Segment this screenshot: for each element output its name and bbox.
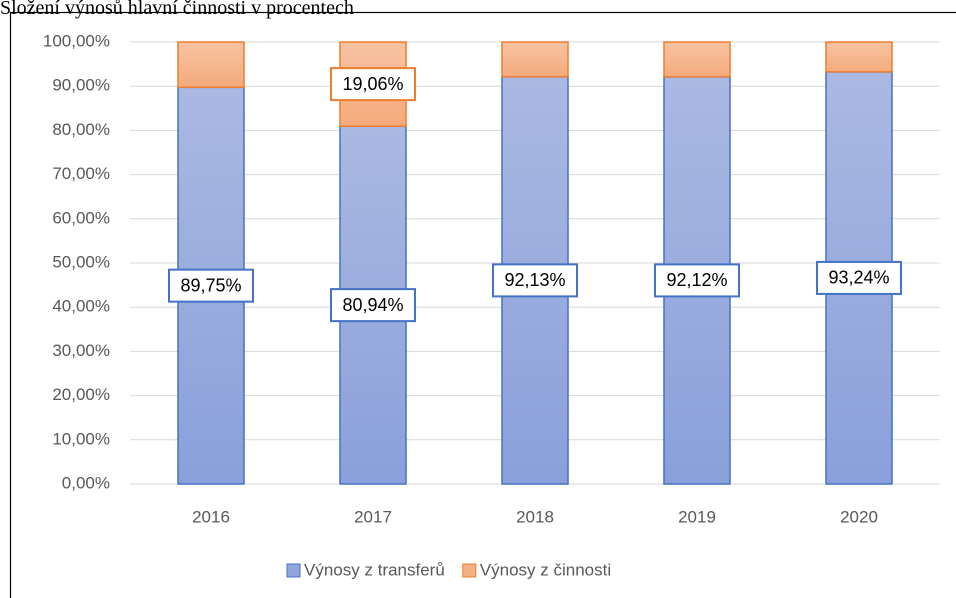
- data-label: 19,06%: [342, 74, 403, 94]
- y-tick-label: 20,00%: [52, 385, 110, 404]
- legend-swatch: [462, 563, 477, 578]
- x-tick-label: 2018: [516, 507, 554, 526]
- y-tick-label: 50,00%: [52, 252, 110, 271]
- label-box: [654, 263, 740, 298]
- bar-segment: [825, 41, 893, 73]
- y-tick-label: 30,00%: [52, 341, 110, 360]
- label-box: [330, 288, 416, 323]
- label-box: [330, 67, 416, 102]
- x-tick-label: 2017: [354, 507, 392, 526]
- y-tick-label: 60,00%: [52, 208, 110, 227]
- label-box: [492, 263, 578, 298]
- chart-title: Složení výnosů hlavní činnosti v procent…: [0, 0, 354, 19]
- legend-label: Výnosy z transferů: [304, 560, 445, 579]
- data-label: 93,24%: [828, 268, 889, 288]
- data-label: 80,94%: [342, 295, 403, 315]
- data-label: 92,12%: [666, 270, 727, 290]
- y-tick-label: 10,00%: [52, 429, 110, 448]
- data-label: 89,75%: [180, 275, 241, 295]
- y-tick-label: 40,00%: [52, 297, 110, 316]
- bar-segment: [177, 41, 245, 89]
- data-label: 92,13%: [504, 270, 565, 290]
- label-box: [816, 260, 902, 295]
- y-tick-label: 100,00%: [43, 31, 110, 50]
- x-tick-label: 2016: [192, 507, 230, 526]
- label-box: [168, 268, 254, 303]
- legend-swatch: [286, 563, 301, 578]
- x-tick-label: 2020: [840, 507, 878, 526]
- bar-segment: [663, 41, 731, 78]
- y-tick-label: 0,00%: [62, 473, 110, 492]
- chart-frame: [9, 11, 956, 598]
- y-tick-label: 70,00%: [52, 164, 110, 183]
- y-tick-label: 80,00%: [52, 120, 110, 139]
- bar-segment: [501, 41, 569, 78]
- x-tick-label: 2019: [678, 507, 716, 526]
- legend-label: Výnosy z činnosti: [480, 560, 611, 579]
- y-tick-label: 90,00%: [52, 76, 110, 95]
